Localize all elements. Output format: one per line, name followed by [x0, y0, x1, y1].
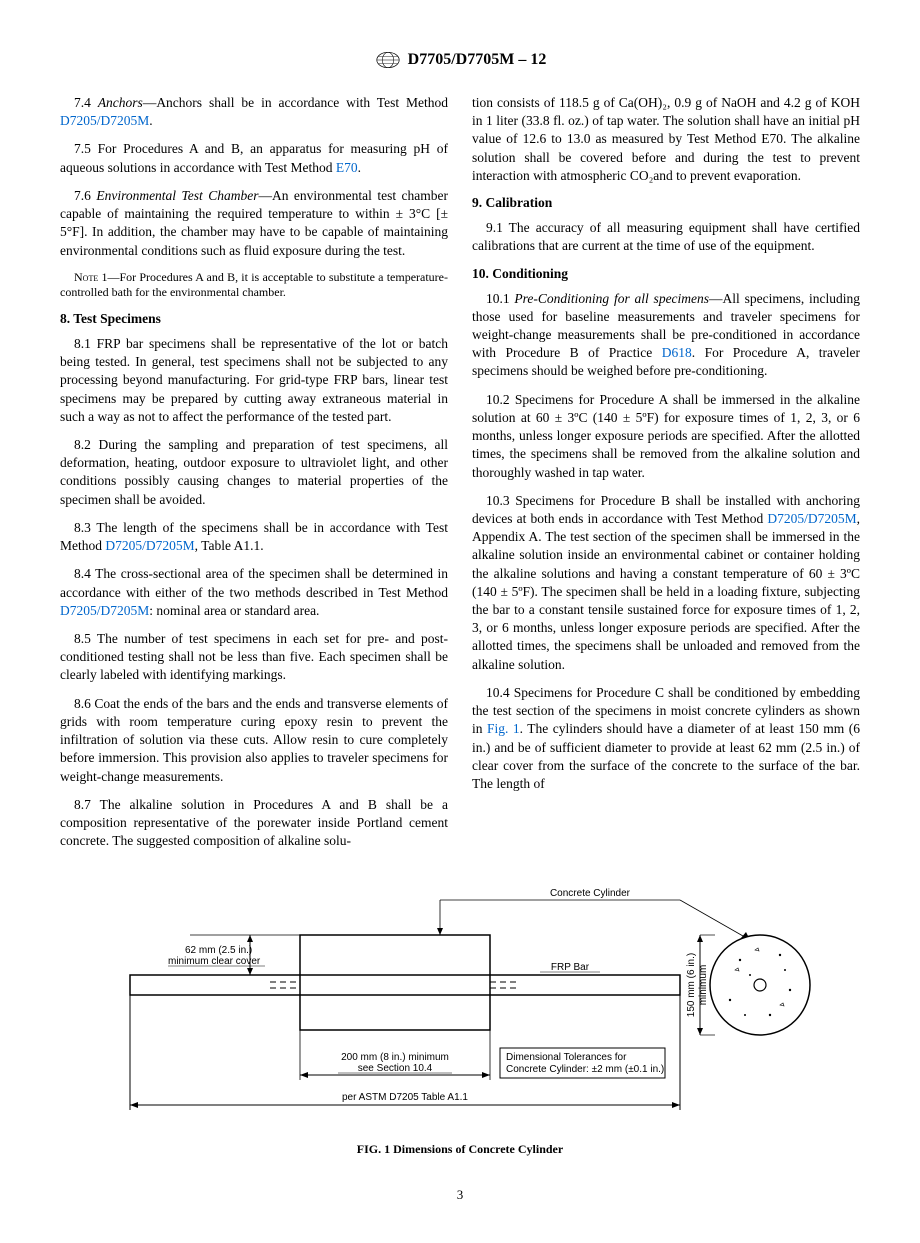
page-number: 3 [60, 1187, 860, 1203]
link-d7205-3[interactable]: D7205/D7205M [60, 603, 149, 618]
link-d7205-2[interactable]: D7205/D7205M [105, 538, 194, 553]
para-7-6: 7.6 Environmental Test Chamber—An enviro… [60, 187, 448, 260]
right-column: tion consists of 118.5 g of Ca(OH)₂, 0.9… [472, 94, 860, 860]
para-8-2: 8.2 During the sampling and preparation … [60, 436, 448, 509]
fig-label-200: 200 mm (8 in.) minimum [341, 1052, 449, 1063]
para-8-5: 8.5 The number of test specimens in each… [60, 630, 448, 685]
para-10-3: 10.3 Specimens for Procedure B shall be … [472, 492, 860, 674]
fig-label-frp: FRP Bar [551, 962, 590, 973]
fig-label-150: 150 mm (6 in.) [686, 953, 697, 1017]
para-8-7-cont: tion consists of 118.5 g of Ca(OH)₂, 0.9… [472, 94, 860, 185]
link-fig1[interactable]: Fig. 1 [487, 721, 520, 736]
fig-label-concrete: Concrete Cylinder [550, 888, 631, 899]
fig-label-per: per ASTM D7205 Table A1.1 [342, 1092, 468, 1103]
page-header: D7705/D7705M – 12 [60, 50, 860, 70]
para-10-2: 10.2 Specimens for Procedure A shall be … [472, 391, 860, 482]
note-1: Note 1—For Procedures A and B, it is acc… [60, 270, 448, 301]
fig-label-62: 62 mm (2.5 in.) [185, 945, 252, 956]
para-9-1: 9.1 The accuracy of all measuring equipm… [472, 219, 860, 255]
figure-1-svg: per ASTM D7205 Table A1.1 62 mm (2.5 in.… [90, 880, 830, 1130]
para-8-1: 8.1 FRP bar specimens shall be represent… [60, 335, 448, 426]
link-e70[interactable]: E70 [336, 160, 358, 175]
para-8-7: 8.7 The alkaline solution in Procedures … [60, 796, 448, 851]
para-10-1: 10.1 Pre-Conditioning for all specimens—… [472, 290, 860, 381]
fig-label-tol2: Concrete Cylinder: ±2 mm (±0.1 in.) [506, 1064, 664, 1075]
fig-label-min: minimum [698, 965, 709, 1006]
para-8-4: 8.4 The cross-sectional area of the spec… [60, 565, 448, 620]
para-7-4: 7.4 Anchors—Anchors shall be in accordan… [60, 94, 448, 130]
para-8-6: 8.6 Coat the ends of the bars and the en… [60, 695, 448, 786]
standard-number: D7705/D7705M – 12 [408, 51, 547, 69]
two-column-layout: 7.4 Anchors—Anchors shall be in accordan… [60, 94, 860, 860]
section-10-title: 10. Conditioning [472, 266, 860, 282]
link-d618[interactable]: D618 [662, 345, 692, 360]
fig-label-tol1: Dimensional Tolerances for [506, 1052, 627, 1063]
para-10-4: 10.4 Specimens for Procedure C shall be … [472, 684, 860, 793]
figure-caption: FIG. 1 Dimensions of Concrete Cylinder [60, 1142, 860, 1157]
section-9-title: 9. Calibration [472, 195, 860, 211]
fig-label-see: see Section 10.4 [358, 1063, 433, 1074]
link-d7205-4[interactable]: D7205/D7205M [767, 511, 856, 526]
left-column: 7.4 Anchors—Anchors shall be in accordan… [60, 94, 448, 860]
para-8-3: 8.3 The length of the specimens shall be… [60, 519, 448, 555]
figure-1: per ASTM D7205 Table A1.1 62 mm (2.5 in.… [60, 880, 860, 1157]
fig-label-62b: minimum clear cover [168, 956, 261, 967]
section-8-title: 8. Test Specimens [60, 311, 448, 327]
astm-logo-icon [374, 50, 402, 70]
link-d7205[interactable]: D7205/D7205M [60, 113, 149, 128]
para-7-5: 7.5 For Procedures A and B, an apparatus… [60, 140, 448, 176]
